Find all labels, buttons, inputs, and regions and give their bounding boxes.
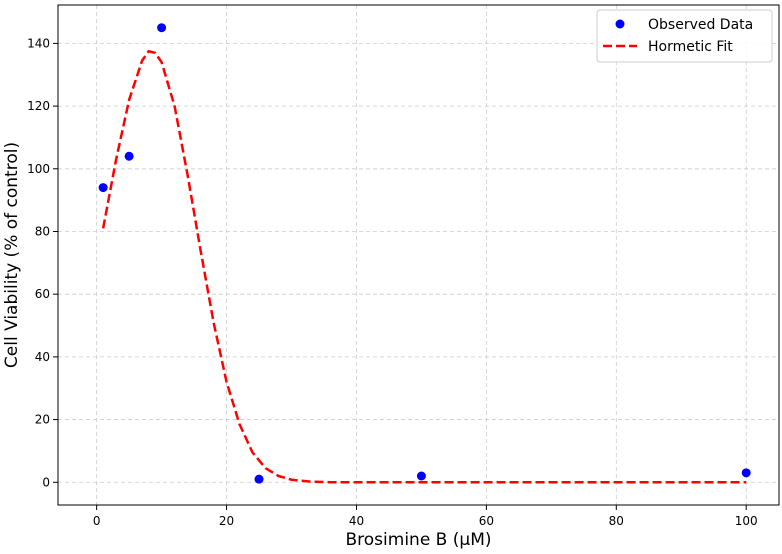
y-tick-label: 20 [35, 413, 50, 427]
y-tick-label: 40 [35, 350, 50, 364]
y-tick-label: 0 [42, 475, 50, 489]
tick-layer: 0 20 40 60 80 100 0 20 40 60 80 100 120 140 [27, 36, 758, 528]
observed-data-point [124, 151, 134, 161]
y-axis-title: Cell Viability (% of control) [2, 142, 22, 368]
observed-data-point [416, 471, 426, 481]
data-layer [98, 23, 751, 484]
x-axis-title: Brosimine B (μM) [346, 530, 492, 550]
hormetic-fit-line [101, 49, 747, 484]
observed-data-point [98, 183, 108, 193]
y-tick-label: 120 [27, 99, 50, 113]
x-tick-label: 20 [219, 514, 234, 528]
x-tick-label: 0 [93, 514, 101, 528]
y-tick-label: 80 [35, 224, 50, 238]
legend-label-hormetic-fit: Hormetic Fit [648, 39, 733, 55]
legend: Observed Data Hormetic Fit [596, 9, 773, 63]
legend-box [596, 9, 773, 63]
x-tick-label: 40 [349, 514, 364, 528]
legend-marker-observed-data [615, 19, 625, 29]
x-tick-label: 60 [479, 514, 494, 528]
x-tick-label: 80 [609, 514, 624, 528]
x-tick-label: 100 [735, 514, 758, 528]
observed-data-point [254, 474, 264, 484]
observed-data-point [157, 23, 167, 33]
observed-data-point [741, 468, 751, 478]
grid-layer [58, 5, 779, 505]
y-tick-label: 140 [27, 36, 50, 50]
legend-label-observed-data: Observed Data [648, 17, 753, 33]
plot-frame [57, 4, 780, 506]
y-tick-label: 100 [27, 162, 50, 176]
y-tick-label: 60 [35, 287, 50, 301]
